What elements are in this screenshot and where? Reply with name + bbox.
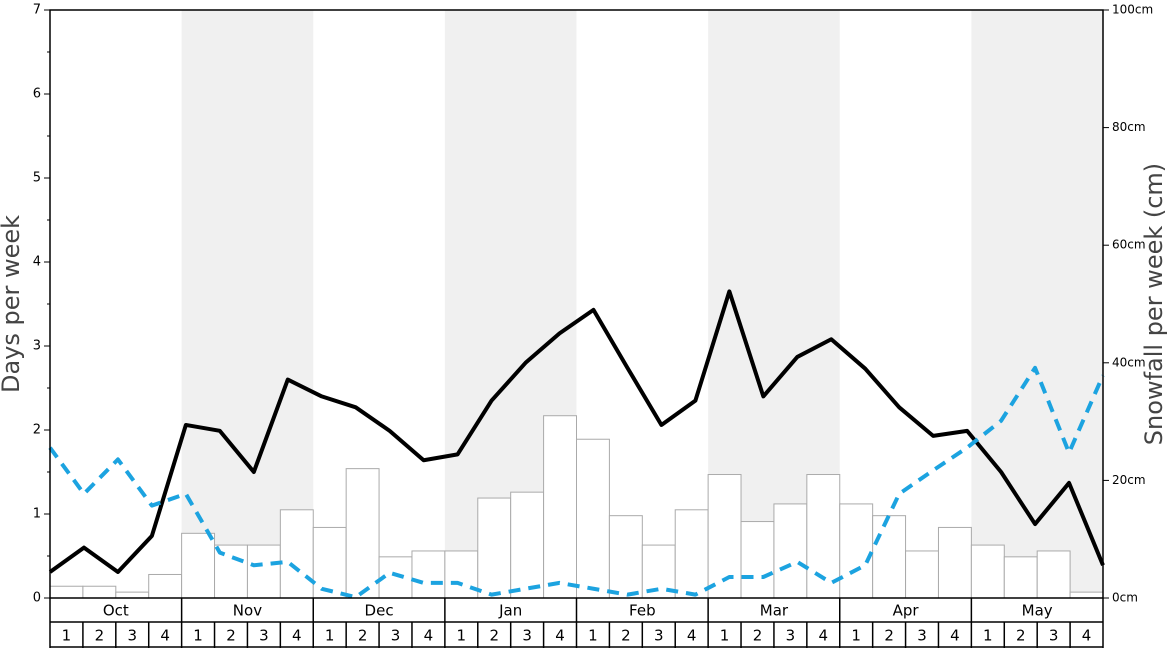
month-shade	[181, 10, 314, 598]
bar	[345, 468, 380, 599]
x-tick-label: 4	[424, 627, 434, 645]
x-tick-label: 2	[621, 627, 631, 645]
bar	[543, 415, 577, 599]
x-tick-label: 1	[588, 627, 598, 645]
month-label: Feb	[629, 602, 656, 620]
bar	[82, 585, 117, 599]
x-tick-label: 1	[851, 627, 861, 645]
x-tick-label: 4	[555, 627, 565, 645]
bar	[477, 497, 512, 599]
bar	[49, 585, 84, 599]
x-tick-label: 3	[1049, 627, 1059, 645]
x-tick-label: 3	[917, 627, 927, 645]
x-tick-label: 4	[950, 627, 960, 645]
bar	[773, 503, 808, 599]
x-tick-label: 3	[522, 627, 532, 645]
y-tick-label: 5	[33, 171, 41, 186]
x-tick-label: 2	[489, 627, 499, 645]
bar	[608, 515, 643, 599]
bar	[312, 526, 347, 599]
y-axis-label: Days per week	[0, 215, 25, 393]
bar	[905, 550, 939, 599]
y2-tick-label: 40cm	[1112, 355, 1146, 369]
y2-axis-label: Snowfall per week (cm)	[1140, 163, 1168, 445]
x-tick-label: 3	[391, 627, 401, 645]
y-tick-label: 2	[33, 423, 41, 438]
month-label: Oct	[103, 602, 129, 620]
x-tick-label: 4	[1082, 627, 1092, 645]
y-tick-label: 4	[33, 255, 41, 270]
month-label: Mar	[760, 602, 789, 620]
y-tick-label: 0	[33, 591, 41, 606]
x-tick-label: 4	[687, 627, 697, 645]
month-shade	[971, 10, 1103, 598]
x-tick-label: 1	[983, 627, 993, 645]
bar	[148, 573, 183, 599]
bar	[1036, 550, 1071, 599]
x-tick-label: 2	[1016, 627, 1026, 645]
bar	[1003, 556, 1038, 599]
x-tick-label: 2	[95, 627, 105, 645]
x-tick-label: 4	[160, 627, 170, 645]
bar	[246, 544, 281, 599]
bar	[740, 521, 775, 599]
x-tick-label: 1	[62, 627, 72, 645]
x-tick-label: 3	[654, 627, 664, 645]
x-tick-label: 2	[358, 627, 368, 645]
bar	[279, 509, 314, 599]
month-label: May	[1022, 602, 1053, 620]
x-tick-label: 4	[292, 627, 302, 645]
y-tick-label: 1	[33, 507, 41, 522]
bar	[444, 550, 479, 599]
month-label: Nov	[233, 602, 262, 620]
month-label: Jan	[498, 602, 522, 620]
bar	[181, 532, 216, 599]
line	[48, 365, 1105, 600]
bar	[839, 503, 874, 599]
bar	[411, 550, 446, 599]
x-tick-label: 1	[193, 627, 203, 645]
y-tick-label: 6	[33, 87, 41, 102]
y-tick-label: 7	[33, 3, 41, 18]
x-tick-label: 2	[884, 627, 894, 645]
x-tick-label: 3	[259, 627, 269, 645]
bar	[674, 509, 709, 599]
bar	[115, 591, 150, 599]
bar	[576, 438, 610, 599]
y2-tick-label: 60cm	[1112, 238, 1146, 252]
bar	[970, 544, 1005, 599]
x-tick-label: 1	[325, 627, 335, 645]
y-tick-label: 3	[33, 339, 41, 354]
x-tick-label: 3	[127, 627, 137, 645]
bar	[1069, 591, 1104, 599]
bar	[937, 526, 972, 599]
x-tick-label: 3	[786, 627, 796, 645]
x-tick-label: 2	[753, 627, 763, 645]
bar	[872, 515, 907, 599]
x-tick-label: 1	[457, 627, 467, 645]
y2-tick-label: 100cm	[1112, 3, 1153, 17]
x-tick-label: 4	[819, 627, 829, 645]
y2-tick-label: 20cm	[1112, 473, 1146, 487]
y2-tick-label: 0cm	[1112, 591, 1138, 605]
y2-tick-label: 80cm	[1112, 120, 1146, 134]
x-tick-label: 1	[720, 627, 730, 645]
month-label: Apr	[893, 602, 920, 620]
x-tick-label: 2	[226, 627, 236, 645]
month-label: Dec	[365, 602, 394, 620]
line	[48, 289, 1105, 574]
bar	[510, 491, 545, 599]
